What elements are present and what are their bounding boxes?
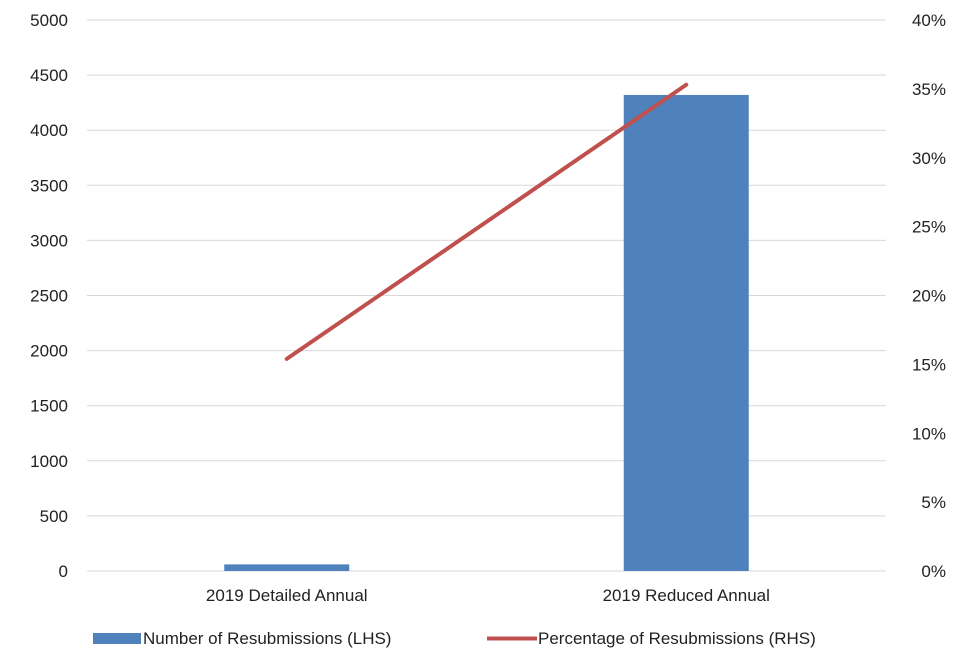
right-tick-label: 20% xyxy=(912,287,946,306)
right-tick-label: 0% xyxy=(921,562,946,581)
left-tick-label: 1500 xyxy=(30,397,68,416)
x-axis: 2019 Detailed Annual 2019 Reduced Annual xyxy=(206,586,770,605)
bar xyxy=(224,564,350,571)
left-tick-label: 0 xyxy=(59,562,68,581)
left-tick-label: 500 xyxy=(40,507,68,526)
series-line xyxy=(284,82,689,361)
right-tick-label: 10% xyxy=(912,424,946,443)
left-tick-label: 1000 xyxy=(30,452,68,471)
right-tick-label: 30% xyxy=(912,149,946,168)
line-series xyxy=(284,82,689,361)
right-axis: 0% 5% 10% 15% 20% 25% 30% 35% 40% xyxy=(912,11,946,581)
x-tick-label: 2019 Detailed Annual xyxy=(206,586,368,605)
legend-bar-swatch xyxy=(93,633,141,644)
left-tick-label: 3500 xyxy=(30,176,68,195)
left-tick-label: 2500 xyxy=(30,287,68,306)
left-tick-label: 4000 xyxy=(30,121,68,140)
legend-label-line: Percentage of Resubmissions (RHS) xyxy=(538,629,816,648)
left-tick-label: 4500 xyxy=(30,66,68,85)
right-tick-label: 5% xyxy=(921,493,946,512)
left-tick-label: 2000 xyxy=(30,342,68,361)
bar xyxy=(623,94,749,571)
legend-label-bars: Number of Resubmissions (LHS) xyxy=(143,629,391,648)
legend: Number of Resubmissions (LHS) Percentage … xyxy=(93,629,816,648)
left-tick-label: 3000 xyxy=(30,231,68,250)
right-tick-label: 40% xyxy=(912,11,946,30)
bar-series xyxy=(224,94,749,571)
right-tick-label: 25% xyxy=(912,218,946,237)
right-tick-label: 35% xyxy=(912,80,946,99)
gridlines xyxy=(87,19,886,572)
left-tick-label: 5000 xyxy=(30,11,68,30)
right-tick-label: 15% xyxy=(912,355,946,374)
x-tick-label: 2019 Reduced Annual xyxy=(603,586,770,605)
left-axis: 0 500 1000 1500 2000 2500 3000 3500 4000 4500 5000 xyxy=(30,11,68,581)
